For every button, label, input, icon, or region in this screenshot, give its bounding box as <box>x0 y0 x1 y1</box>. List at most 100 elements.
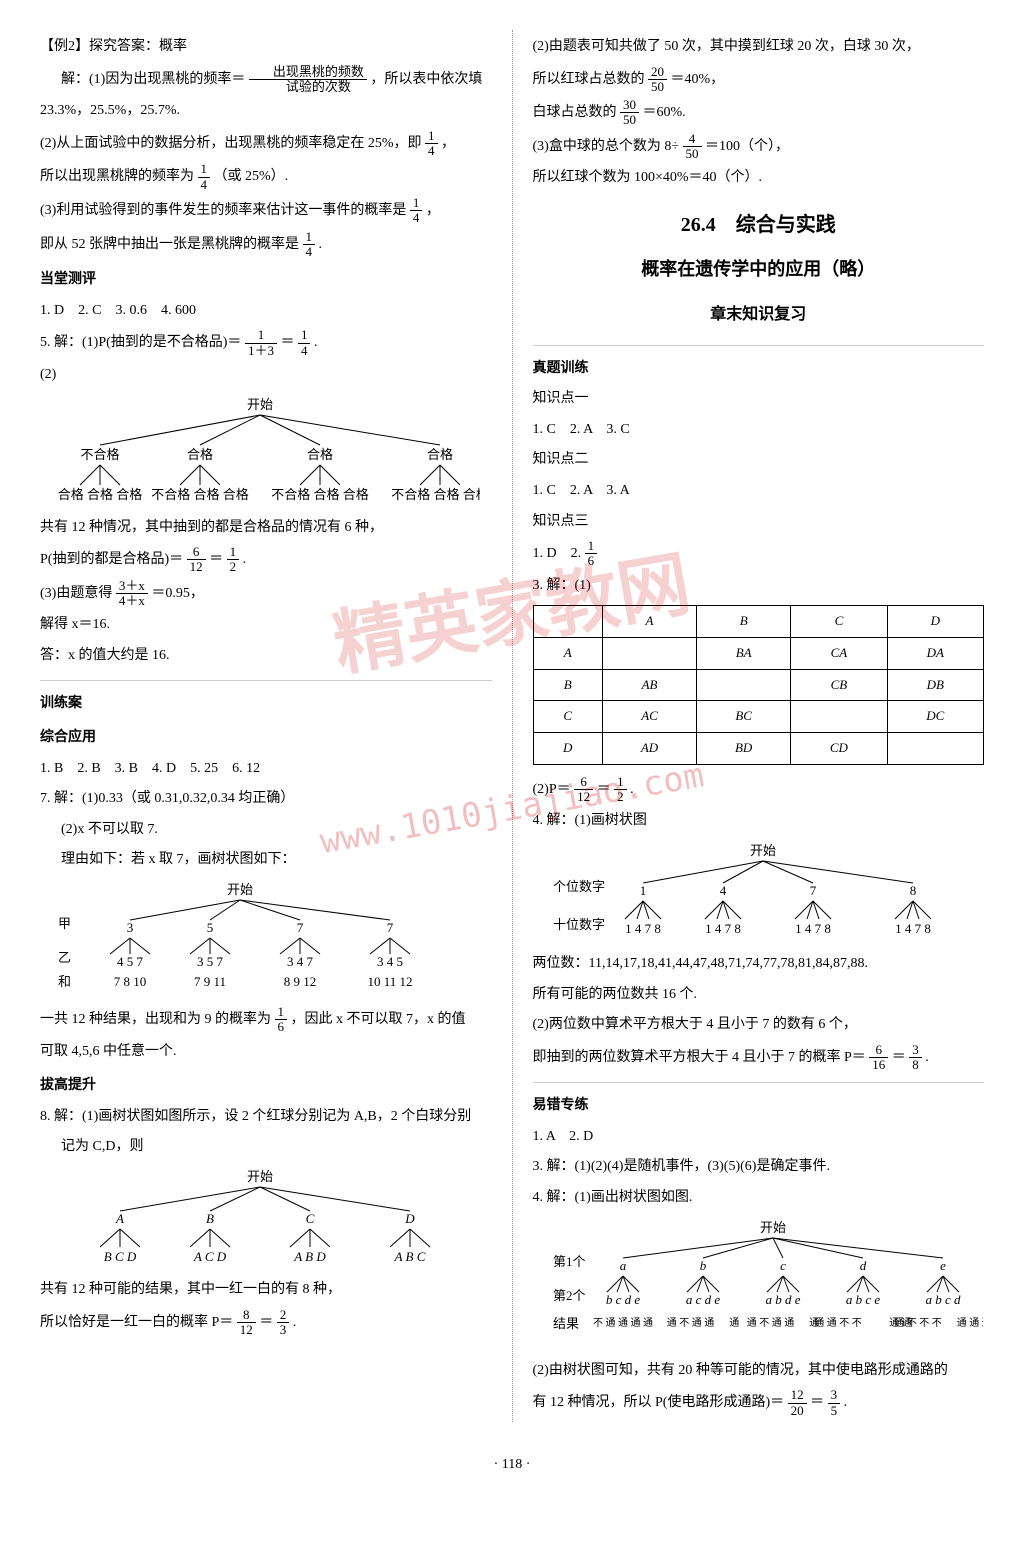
svg-text:5: 5 <box>207 920 214 935</box>
bg8-3: 共有 12 种可能的结果，其中一红一白的有 8 种， <box>40 1277 492 1304</box>
svg-text:1 4 7 8: 1 4 7 8 <box>705 921 741 936</box>
frac: 612 <box>187 545 206 575</box>
frac-1-4: 14 <box>303 230 316 260</box>
r4: (3)盒中球的总个数为 8÷ 450 ＝100（个）， <box>533 132 985 162</box>
zhyy-7d: 一共 12 种结果，出现和为 9 的概率为 16 ，因此 x 不可以取 7，x … <box>40 1005 492 1035</box>
txt: (2)P＝ <box>533 782 571 797</box>
frac: 16 <box>275 1005 288 1035</box>
eq: ＝ <box>892 1050 906 1065</box>
svg-text:个位数字: 个位数字 <box>553 879 605 894</box>
txt: 即抽到的两位数算术平方根大于 4 且小于 7 的概率 P＝ <box>533 1050 866 1065</box>
svg-text:7: 7 <box>297 920 304 935</box>
zhyy-7b: (2)x 不可以取 7. <box>40 817 492 844</box>
txt: 有 12 种情况，所以 P(使电路形成通路)＝ <box>533 1395 785 1410</box>
svg-text:d: d <box>859 1258 866 1273</box>
txt: ， <box>441 136 455 151</box>
svg-text:c: c <box>780 1258 786 1273</box>
ex2-line3: (2)从上面试验中的数据分析，出现黑桃的频率稳定在 25%，即 14 ， <box>40 129 492 159</box>
txt: ＝40%， <box>671 72 725 87</box>
ycz-1: 1. A 2. D <box>533 1124 985 1151</box>
table-cell: AC <box>602 701 696 733</box>
svg-text:4: 4 <box>719 883 726 898</box>
bg8-2: 记为 C,D，则 <box>40 1134 492 1161</box>
svg-text:乙: 乙 <box>58 950 71 965</box>
table-cell <box>533 606 602 638</box>
txt: 白球占总数的 <box>533 105 621 120</box>
table-cell: CB <box>791 669 887 701</box>
txt: . <box>844 1395 848 1410</box>
dtcp-1: 1. D 2. C 3. 0.6 4. 600 <box>40 298 492 325</box>
table-cell: DA <box>887 637 983 669</box>
txt: 5. 解：(1)P(抽到的是不合格品)＝ <box>40 335 241 350</box>
table-row: A BA CA DA <box>533 637 984 669</box>
txt: 所以恰好是一红一白的概率 P＝ <box>40 1315 233 1330</box>
txt: . <box>314 335 318 350</box>
table-cell: A <box>533 637 602 669</box>
tree1: 开始 不合格 合格 合格 合格 合格 合格 合格 不合格 合格 合格 不合格 合… <box>40 395 492 505</box>
divider <box>533 345 985 346</box>
table-row: A B C D <box>533 606 984 638</box>
svg-text:a: a <box>619 1258 626 1273</box>
zsd3-ans: 1. D 2. 16 <box>533 539 985 569</box>
eq: ＝ <box>209 552 223 567</box>
svg-text:开始: 开始 <box>227 882 253 897</box>
svg-text:C: C <box>306 1211 315 1226</box>
svg-text:4 5 7: 4 5 7 <box>117 954 144 969</box>
txt: ，所以表中依次填 <box>370 72 482 87</box>
zsd1: 知识点一 <box>533 386 985 413</box>
svg-text:a b c e: a b c e <box>845 1292 880 1307</box>
frac: 3＋x4＋x <box>116 579 148 609</box>
right-column: (2)由题表可知共做了 50 次，其中摸到红球 20 次，白球 30 次， 所以… <box>533 30 985 1422</box>
table-row: D AD BD CD <box>533 733 984 765</box>
page-number: · 118 · <box>40 1452 984 1479</box>
txt: 所以出现黑桃牌的频率为 <box>40 169 198 184</box>
tree5-svg: 开始 第1个 第2个 结果 a b c d e b <box>533 1218 983 1348</box>
frac-1-4: 14 <box>410 196 423 226</box>
tree3: 开始 A B C D B C D A C D A B D A B C <box>40 1167 492 1267</box>
ex2-line6: 即从 52 张牌中抽出一张是黑桃牌的概率是 14 . <box>40 230 492 260</box>
frac: 12 <box>614 775 627 805</box>
bg8-1: 8. 解：(1)画树状图如图所示，设 2 个红球分别记为 A,B，2 个白球分别 <box>40 1104 492 1131</box>
txt: (3)盒中球的总个数为 8÷ <box>533 139 680 154</box>
tree1-svg: 开始 不合格 合格 合格 合格 合格 合格 合格 不合格 合格 合格 不合格 合… <box>40 395 480 505</box>
ex2-line1: 解：(1)因为出现黑桃的频率＝ 出现黑桃的频数试验的次数 ，所以表中依次填 <box>40 65 492 95</box>
txt: . <box>925 1050 929 1065</box>
pair-table: A B C D A BA CA DA B AB CB DB C AC <box>533 605 985 764</box>
title-264b: 概率在遗传学中的应用（略） <box>533 252 985 286</box>
txt: ，因此 x 不可以取 7，x 的值 <box>291 1012 466 1027</box>
table-cell: C <box>533 701 602 733</box>
svg-text:不合格: 不合格 <box>80 447 119 462</box>
column-divider <box>512 30 513 1422</box>
svg-text:开始: 开始 <box>749 843 775 858</box>
bgts-head: 拔高提升 <box>40 1073 492 1100</box>
svg-text:8: 8 <box>909 883 916 898</box>
divider <box>533 1082 985 1083</box>
svg-text:A B D: A B D <box>293 1249 326 1264</box>
tree4: 开始 个位数字 十位数字 1 4 7 8 1 4 7 8 1 4 7 8 <box>533 841 985 941</box>
svg-text:b c d e: b c d e <box>605 1292 640 1307</box>
dtcp-head: 当堂测评 <box>40 267 492 294</box>
dtcp-2: (2) <box>40 362 492 389</box>
svg-text:开始: 开始 <box>247 397 273 412</box>
tree5: 开始 第1个 第2个 结果 a b c d e b <box>533 1218 985 1348</box>
txt: 所以红球占总数的 <box>533 72 649 87</box>
table-cell <box>602 637 696 669</box>
txt: ＝60%. <box>643 105 686 120</box>
svg-text:1: 1 <box>639 883 646 898</box>
eq: ＝ <box>280 335 294 350</box>
dtcp-5: 5. 解：(1)P(抽到的是不合格品)＝ 11＋3 ＝ 14 . <box>40 328 492 358</box>
title-chap: 章末知识复习 <box>533 300 985 330</box>
svg-text:B: B <box>206 1211 214 1226</box>
frac: 1220 <box>788 1388 807 1418</box>
tree4-svg: 开始 个位数字 十位数字 1 4 7 8 1 4 7 8 1 4 7 8 <box>533 841 973 941</box>
table-row: C AC BC DC <box>533 701 984 733</box>
r1: (2)由题表可知共做了 50 次，其中摸到红球 20 次，白球 30 次， <box>533 34 985 61</box>
r2: 所以红球占总数的 2050 ＝40%， <box>533 65 985 95</box>
eq: ＝ <box>597 782 611 797</box>
svg-text:不合格 合格 合格: 不合格 合格 合格 <box>271 487 369 502</box>
table-cell <box>791 701 887 733</box>
svg-text:1 4 7 8: 1 4 7 8 <box>625 921 661 936</box>
svg-text:D: D <box>404 1211 415 1226</box>
table-cell: AD <box>602 733 696 765</box>
q3-2: (2)P＝ 612 ＝ 12 . <box>533 775 985 805</box>
